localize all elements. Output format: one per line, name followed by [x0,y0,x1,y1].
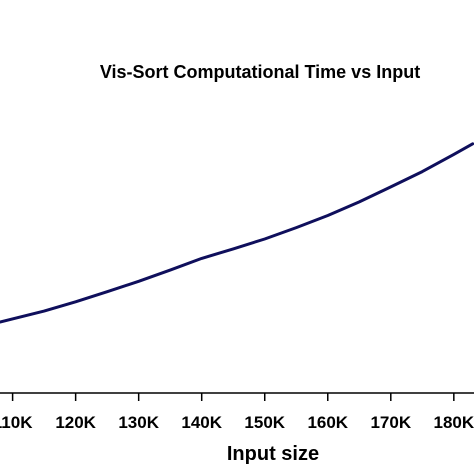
x-axis-label: Input size [227,443,319,465]
x-tick-label: 120K [55,413,96,432]
x-axis-ticks: 110K 120K 130K 140K 150K 160K 170K 180K [0,393,474,432]
x-tick-label: 160K [307,413,348,432]
x-tick-label: 140K [181,413,222,432]
plot-area [0,142,474,324]
x-tick-label: 150K [244,413,285,432]
x-tick-label: 180K [434,413,474,432]
x-tick-label: 110K [0,413,33,432]
chart-title: Vis-Sort Computational Time vs Input [100,62,420,82]
series-line-0 [0,142,474,324]
x-tick-label: 130K [118,413,159,432]
x-tick-label: 170K [370,413,411,432]
